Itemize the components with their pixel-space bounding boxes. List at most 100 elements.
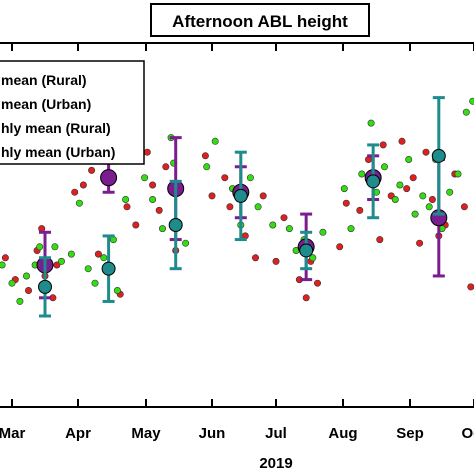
rural-daily-point: [356, 206, 364, 214]
urban-daily-point: [122, 196, 130, 204]
rural-daily-point: [409, 174, 417, 182]
urban-daily-point: [358, 170, 366, 178]
rural-daily-point: [398, 137, 406, 145]
rural-daily-point: [302, 294, 310, 302]
urban-monthly-mean: [366, 143, 381, 220]
rural-monthly-mean: [100, 161, 118, 194]
mean-marker: [431, 148, 446, 163]
x-tick-label: Aug: [328, 425, 357, 442]
urban-daily-point: [454, 170, 462, 178]
urban-daily-point: [469, 97, 474, 105]
rural-daily-point: [24, 286, 32, 294]
mean-marker: [366, 174, 381, 189]
mean-marker: [101, 261, 116, 276]
rural-daily-point: [416, 239, 424, 247]
urban-daily-point: [419, 192, 427, 200]
urban-daily-point: [182, 239, 190, 247]
rural-daily-point: [53, 261, 61, 269]
rural-daily-point: [259, 192, 267, 200]
urban-daily-point: [391, 196, 399, 204]
urban-daily-point: [67, 250, 75, 258]
chart-title-frame: [150, 3, 370, 37]
rural-daily-point: [201, 152, 209, 160]
rural-daily-point: [94, 250, 102, 258]
x-tick-label: Jul: [265, 425, 287, 442]
x-tick-label: Mar: [0, 425, 25, 442]
x-tick-label: Apr: [65, 425, 91, 442]
rural-daily-point: [226, 203, 234, 211]
urban-daily-point: [396, 181, 404, 189]
urban-monthly-mean: [168, 179, 183, 271]
urban-daily-point: [8, 279, 16, 287]
urban-daily-point: [203, 163, 211, 171]
x-axis-label: 2019: [259, 455, 292, 472]
legend-label: mean (Urban): [1, 96, 91, 112]
rural-daily-point: [143, 148, 151, 156]
urban-daily-point: [100, 254, 108, 262]
rural-daily-point: [460, 203, 468, 211]
urban-daily-point: [36, 243, 44, 251]
rural-daily-point: [79, 181, 87, 189]
urban-daily-point: [149, 196, 157, 204]
rural-daily-point: [403, 185, 411, 193]
rural-daily-point: [336, 243, 344, 251]
rural-daily-point: [422, 148, 430, 156]
urban-daily-point: [309, 254, 317, 262]
urban-daily-point: [91, 279, 99, 287]
plot-area: [0, 96, 474, 318]
rural-daily-point: [1, 254, 9, 262]
urban-daily-point: [340, 185, 348, 193]
x-tick-label: Sep: [396, 425, 424, 442]
urban-daily-point: [347, 225, 355, 233]
rural-daily-point: [123, 203, 131, 211]
mean-marker: [168, 218, 183, 232]
urban-daily-point: [269, 221, 277, 229]
axes: Mar Apr May Jun Jul Aug Sep Oct: [0, 42, 474, 442]
urban-monthly-mean: [431, 96, 446, 216]
urban-daily-point: [113, 286, 121, 294]
urban-daily-point: [319, 228, 327, 236]
legend-label: hly mean (Urban): [1, 144, 115, 160]
x-tick-label: Oct: [461, 425, 474, 442]
urban-daily-point: [367, 119, 375, 127]
urban-daily-point: [446, 188, 454, 196]
urban-daily-point: [380, 163, 388, 171]
chart-title-box: Afternoon ABL height: [150, 3, 370, 37]
urban-daily-point: [159, 225, 167, 233]
urban-daily-point: [22, 272, 30, 280]
rural-daily-point: [71, 188, 79, 196]
rural-daily-point: [467, 283, 474, 291]
urban-daily-point: [285, 225, 293, 233]
urban-monthly-mean: [38, 256, 52, 318]
urban-daily-point: [254, 203, 262, 211]
urban-daily-point: [0, 261, 6, 269]
urban-daily-point: [462, 108, 470, 116]
rural-daily-point: [379, 141, 387, 149]
rural-daily-point: [376, 236, 384, 244]
urban-daily-point: [57, 257, 65, 265]
mean-marker: [100, 169, 118, 187]
urban-daily-point: [51, 243, 59, 251]
urban-monthly-mean: [233, 150, 248, 242]
legend-label: hly mean (Rural): [1, 120, 111, 136]
urban-daily-point: [411, 210, 419, 218]
rural-daily-point: [162, 163, 170, 171]
rural-daily-point: [221, 174, 229, 182]
urban-daily-point: [425, 203, 433, 211]
urban-monthly-mean: [101, 234, 116, 303]
rural-daily-point: [428, 196, 436, 204]
urban-daily-point: [75, 199, 83, 207]
mean-marker: [38, 279, 52, 294]
legend-label: mean (Rural): [1, 72, 87, 88]
rural-daily-point: [313, 279, 321, 287]
rural-daily-point: [132, 221, 140, 229]
rural-daily-point: [155, 206, 163, 214]
rural-daily-point: [208, 192, 216, 200]
urban-daily-point: [141, 174, 149, 182]
rural-daily-point: [280, 214, 288, 222]
x-tick-label: May: [131, 425, 161, 442]
mean-marker: [233, 188, 248, 203]
urban-daily-point: [84, 265, 92, 273]
rural-daily-point: [342, 199, 350, 207]
